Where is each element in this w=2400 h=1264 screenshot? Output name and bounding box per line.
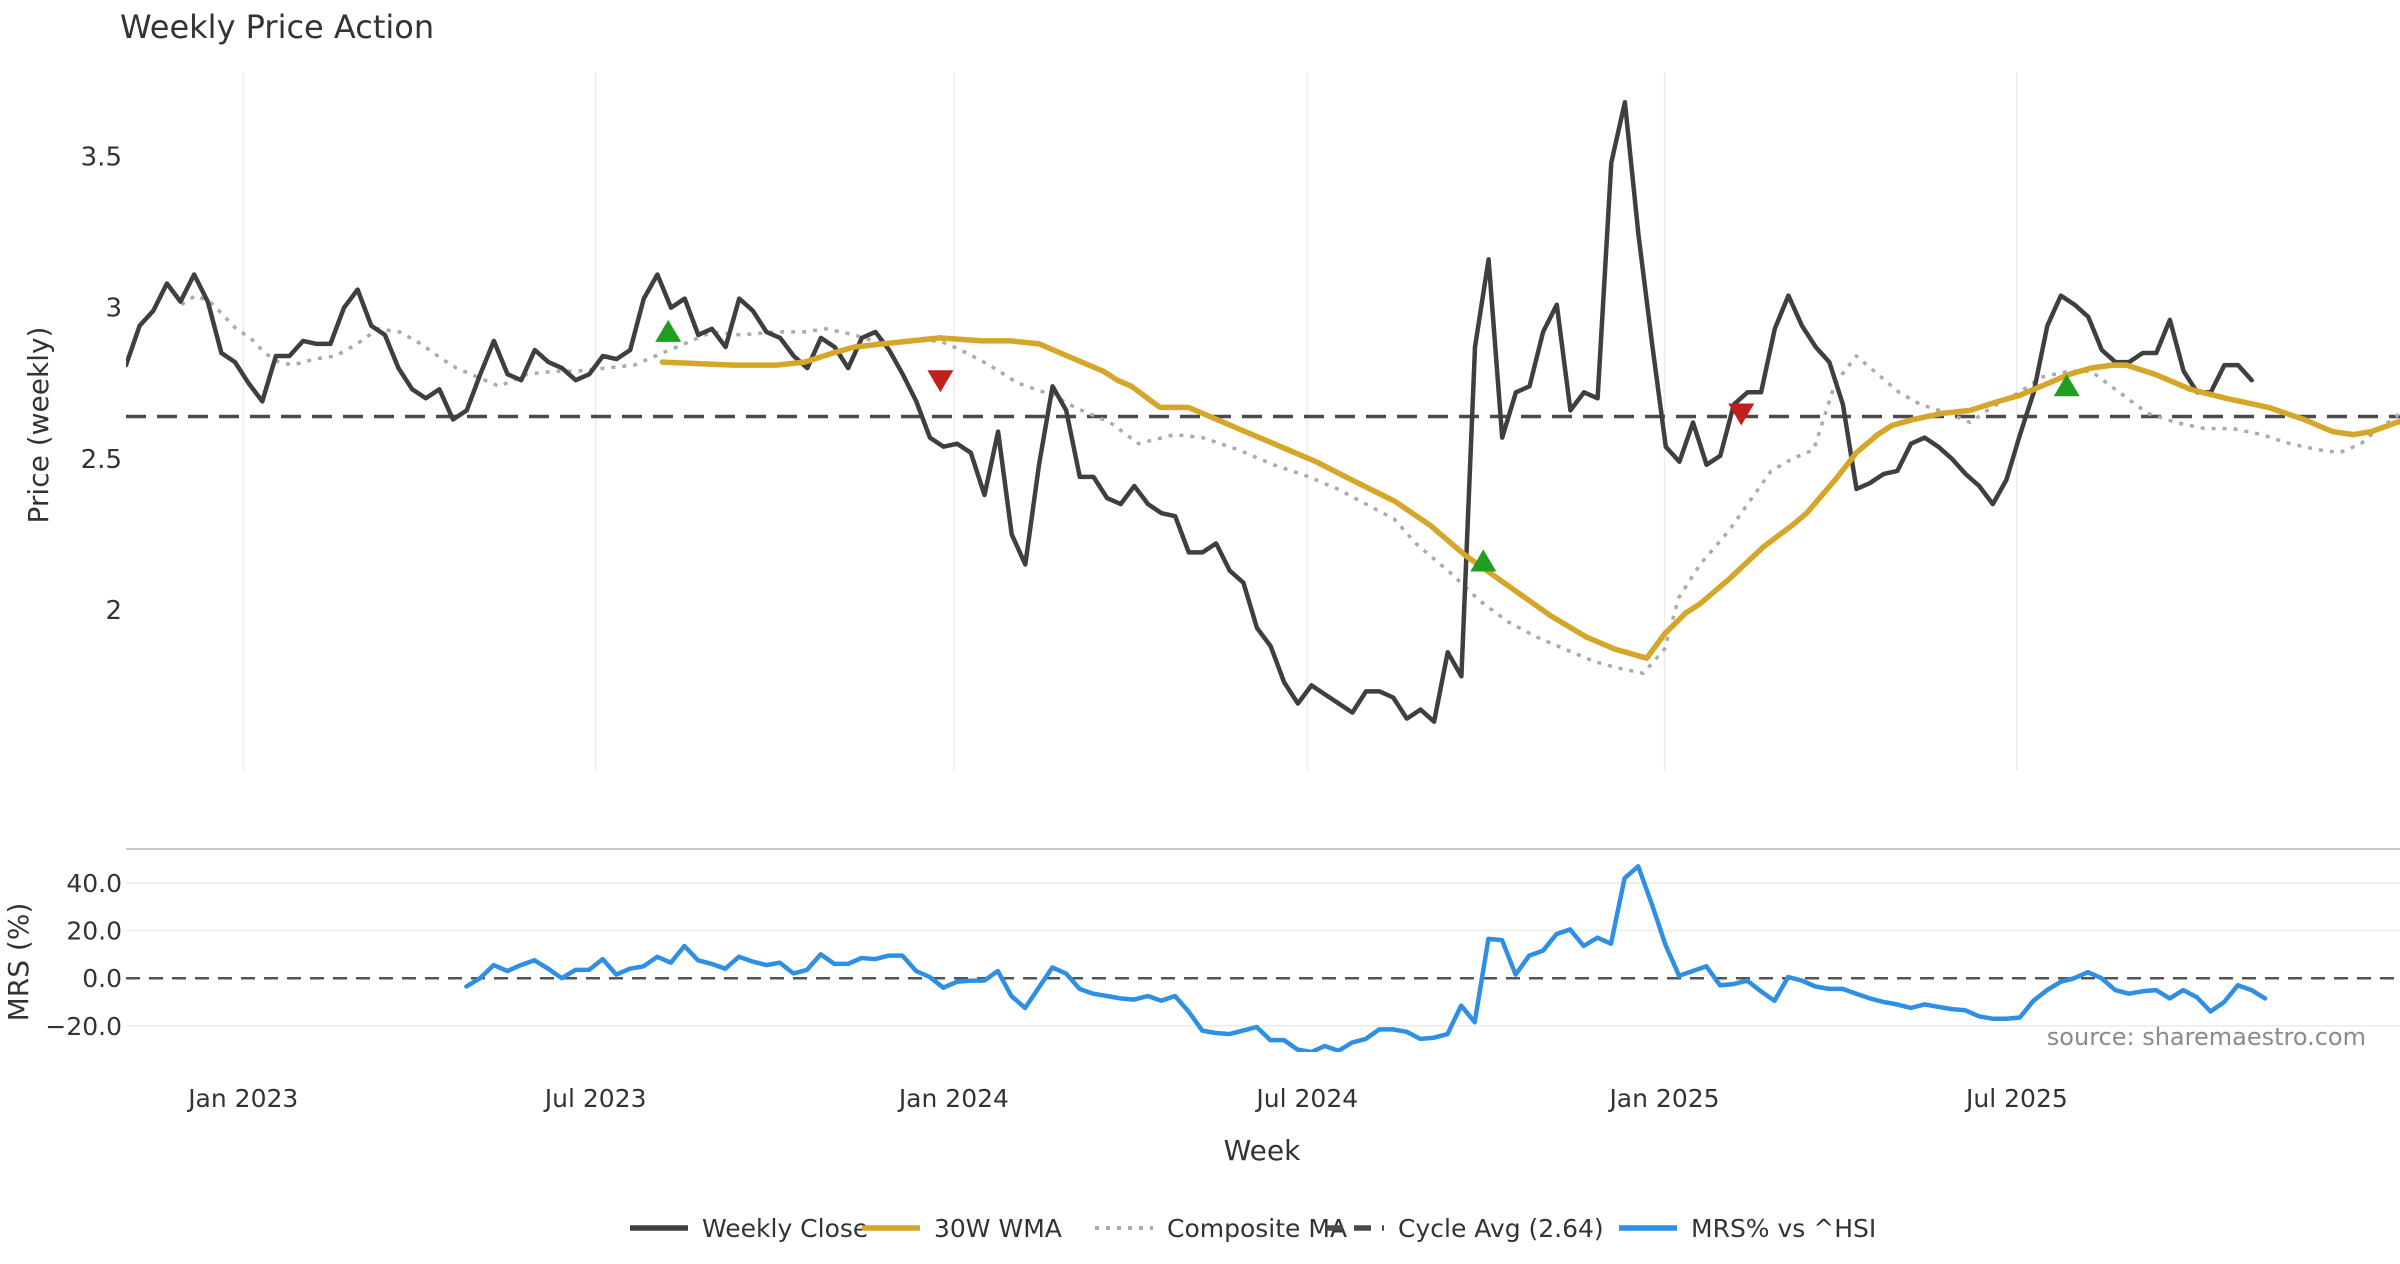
source-note: source: sharemaestro.com xyxy=(2047,1023,2366,1051)
x-tick-4: Jan 2025 xyxy=(1607,1084,1719,1113)
price-y-tick-3: 3.5 xyxy=(81,143,122,173)
legend-label-2: Composite MA xyxy=(1167,1214,1347,1243)
price-y-tick-0: 2 xyxy=(105,596,122,626)
price-y-tick-2: 3 xyxy=(105,294,122,324)
x-tick-0: Jan 2023 xyxy=(186,1084,298,1113)
price-y-tick-1: 2.5 xyxy=(81,445,122,475)
legend-label-0: Weekly Close xyxy=(702,1214,868,1243)
price-plot-area xyxy=(126,102,2400,722)
legend-item-3: Cycle Avg (2.64) xyxy=(1326,1214,1604,1243)
x-tick-3: Jul 2024 xyxy=(1254,1084,1358,1113)
chart-title: Weekly Price Action xyxy=(120,8,434,46)
legend-item-2: Composite MA xyxy=(1095,1214,1347,1243)
price-gridlines xyxy=(243,72,2017,770)
price-y-ticks: 2 2.5 3 3.5 xyxy=(81,143,122,626)
mrs-y-ticks: −20.0 0.0 20.0 40.0 xyxy=(45,869,122,1041)
x-axis-ticks: Jan 2023 Jul 2023 Jan 2024 Jul 2024 Jan 2025… xyxy=(186,1084,2068,1113)
legend-label-1: 30W WMA xyxy=(934,1214,1062,1243)
mrs-gridlines xyxy=(126,883,2400,1026)
buy-signal-marker-0 xyxy=(655,320,681,342)
mrs-y-tick-0: −20.0 xyxy=(45,1012,122,1041)
mrs-y-axis-label: MRS (%) xyxy=(2,903,35,1022)
mrs-y-tick-1: 0.0 xyxy=(82,964,122,993)
legend-label-3: Cycle Avg (2.64) xyxy=(1398,1214,1604,1243)
legend-item-0: Weekly Close xyxy=(630,1214,868,1243)
x-axis-label: Week xyxy=(1224,1134,1301,1167)
legend: Weekly Close 30W WMA Composite MA Cycle Avg… xyxy=(630,1214,1876,1243)
sell-signal-marker-1 xyxy=(927,370,953,392)
x-tick-2: Jan 2024 xyxy=(897,1084,1009,1113)
legend-label-4: MRS% vs ^HSI xyxy=(1691,1214,1876,1243)
mrs-y-tick-2: 20.0 xyxy=(66,917,122,946)
legend-item-4: MRS% vs ^HSI xyxy=(1619,1214,1876,1243)
x-tick-1: Jul 2023 xyxy=(543,1084,647,1113)
price-y-axis-label: Price (weekly) xyxy=(22,327,55,524)
composite-ma-line xyxy=(181,296,2400,674)
legend-item-1: 30W WMA xyxy=(862,1214,1062,1243)
weekly-close-line xyxy=(126,102,2252,722)
x-tick-5: Jul 2025 xyxy=(1964,1084,2068,1113)
mrs-line xyxy=(466,866,2265,1052)
mrs-y-tick-3: 40.0 xyxy=(66,869,122,898)
